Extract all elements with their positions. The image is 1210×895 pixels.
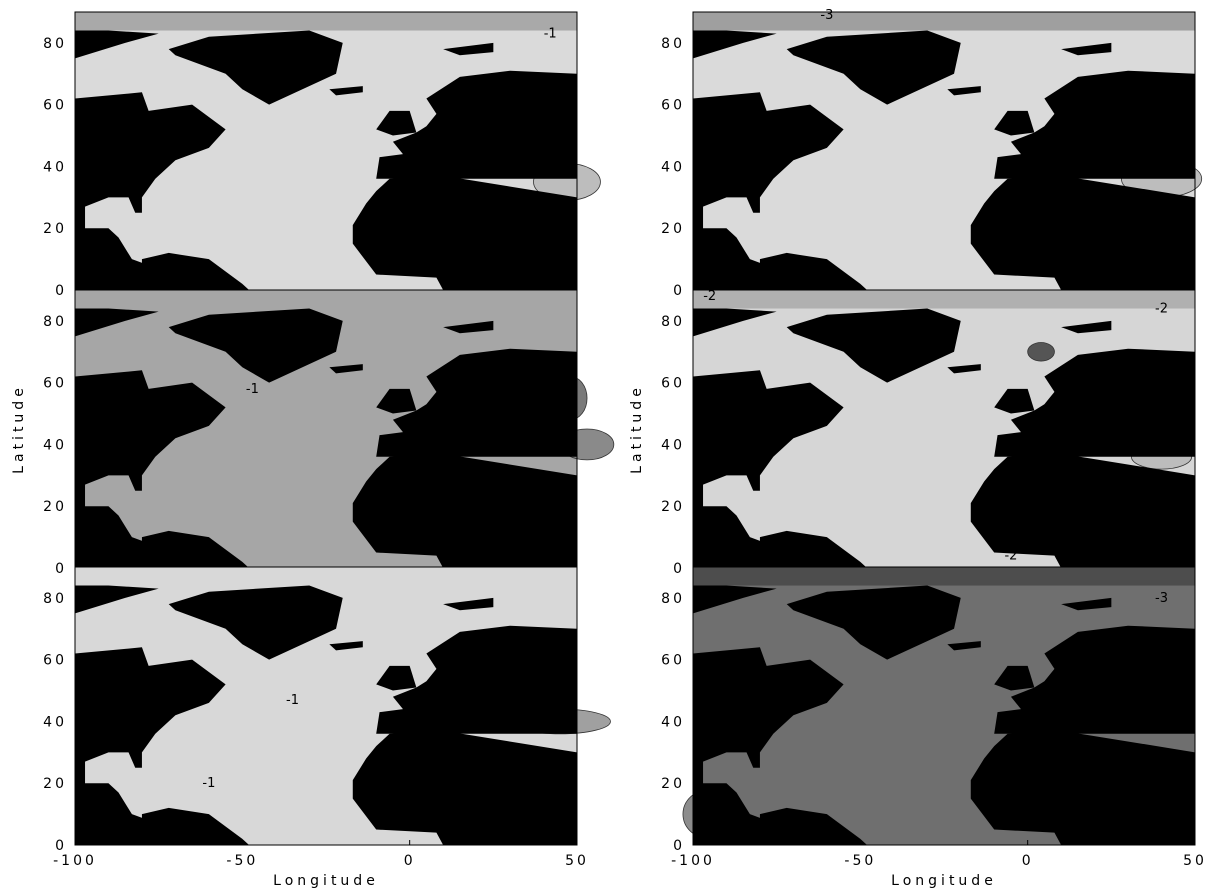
y-tick-label: 80	[43, 314, 67, 330]
y-tick-label: 60	[43, 98, 67, 114]
y-tick-label: 20	[661, 499, 685, 515]
contour-label: -2	[703, 289, 716, 304]
x-tick-label: 0	[404, 853, 416, 869]
y-axis-label: Latitude	[629, 384, 645, 474]
map-panel: 0 20 40 60 80 -3	[661, 8, 1203, 299]
y-tick-label: 60	[661, 98, 685, 114]
y-tick-label: 60	[661, 376, 685, 392]
polar-band	[75, 567, 577, 586]
x-axis-label: Longitude	[273, 873, 379, 889]
x-tick-label: -50	[844, 853, 876, 869]
map-panel: 0 20 40 60 80 -3 -100 -50 0 50 Longitude	[661, 566, 1207, 889]
x-tick-label: -100	[53, 853, 97, 869]
y-tick-label: 20	[661, 776, 685, 792]
polar-band	[75, 290, 577, 309]
y-tick-label: 80	[661, 36, 685, 52]
contour-label: -1	[246, 382, 259, 397]
polar-band	[693, 567, 1195, 586]
panel-frame	[692, 566, 1196, 846]
y-tick-label: 40	[43, 437, 67, 453]
y-tick-label: 20	[43, 776, 67, 792]
map-panel: 0 20 40 60 80 -1 0	[43, 11, 601, 299]
y-tick-label: 0	[673, 283, 685, 299]
map-panel: 0 20 40 60 80 -1 Latitude	[11, 289, 615, 577]
panel-frame	[74, 566, 578, 846]
y-tick-label: 0	[673, 838, 685, 854]
y-axis-label: Latitude	[11, 384, 27, 474]
contour-label: -1	[544, 27, 557, 42]
y-tick-label: 0	[55, 283, 67, 299]
y-tick-label: 20	[43, 221, 67, 237]
contour-label: -1	[202, 776, 215, 791]
x-tick-label: -100	[671, 853, 715, 869]
contour-label: 0	[359, 212, 367, 227]
contour-label: -2	[1155, 302, 1168, 317]
y-tick-label: 0	[55, 561, 67, 577]
y-tick-label: 40	[43, 714, 67, 730]
y-tick-label: 80	[43, 36, 67, 52]
contour-label: -1	[286, 693, 299, 708]
y-tick-label: 0	[673, 561, 685, 577]
y-tick-label: 40	[43, 159, 67, 175]
y-tick-label: 40	[661, 437, 685, 453]
map-panel: 0 20 40 60 80 -1 -1 -100 -50 0 50 Longitude	[43, 566, 611, 889]
x-tick-label: 50	[1183, 853, 1207, 869]
contour-region	[1027, 342, 1055, 362]
contour-label: -3	[1155, 591, 1168, 606]
x-axis-label: Longitude	[891, 873, 997, 889]
contour-label: -2	[1004, 549, 1017, 564]
y-tick-label: 20	[43, 499, 67, 515]
polar-band	[693, 12, 1195, 31]
x-tick-label: -50	[226, 853, 258, 869]
y-tick-label: 60	[43, 653, 67, 669]
y-tick-label: 0	[55, 838, 67, 854]
map-panel: 0 20 40 60 80 -2 -2 -2 Latitude	[629, 289, 1196, 577]
y-tick-label: 20	[661, 221, 685, 237]
contour-label: -3	[820, 8, 833, 23]
y-tick-label: 60	[43, 376, 67, 392]
y-tick-label: 80	[661, 591, 685, 607]
y-tick-label: 80	[43, 591, 67, 607]
x-tick-label: 0	[1022, 853, 1034, 869]
y-tick-label: 60	[661, 653, 685, 669]
y-tick-label: 80	[661, 314, 685, 330]
y-tick-label: 40	[661, 714, 685, 730]
polar-band	[693, 290, 1195, 309]
polar-band	[75, 12, 577, 31]
x-tick-label: 50	[565, 853, 589, 869]
y-tick-label: 40	[661, 159, 685, 175]
